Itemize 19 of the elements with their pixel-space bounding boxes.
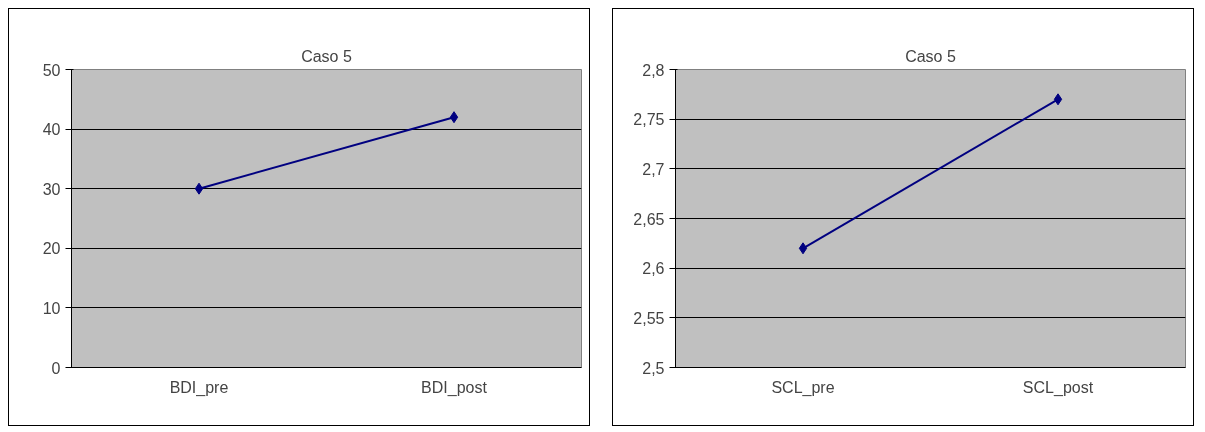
x-tick-label: SCL_pre (771, 378, 835, 397)
x-tick-label: BDI_pre (169, 378, 229, 397)
y-tick-label: 0 (51, 359, 61, 377)
chart-title: Caso 5 (301, 47, 352, 65)
y-tick-label: 2,6 (642, 260, 665, 278)
y-tick-label: 2,7 (642, 160, 665, 178)
x-tick-label: SCL_post (1022, 378, 1094, 397)
y-tick-label: 30 (42, 180, 61, 198)
y-tick-label: 2,75 (633, 111, 665, 129)
x-tick-label: BDI_post (421, 378, 488, 397)
y-tick-label: 50 (42, 61, 61, 79)
y-tick-label: 20 (42, 240, 61, 258)
y-tick-label: 2,65 (633, 210, 665, 228)
y-tick-label: 2,5 (642, 359, 665, 377)
y-tick-label: 10 (42, 299, 61, 317)
chart-title: Caso 5 (905, 47, 956, 65)
y-tick-label: 40 (42, 121, 61, 139)
y-tick-label: 2,55 (633, 309, 665, 327)
y-tick-label: 2,8 (642, 61, 665, 79)
